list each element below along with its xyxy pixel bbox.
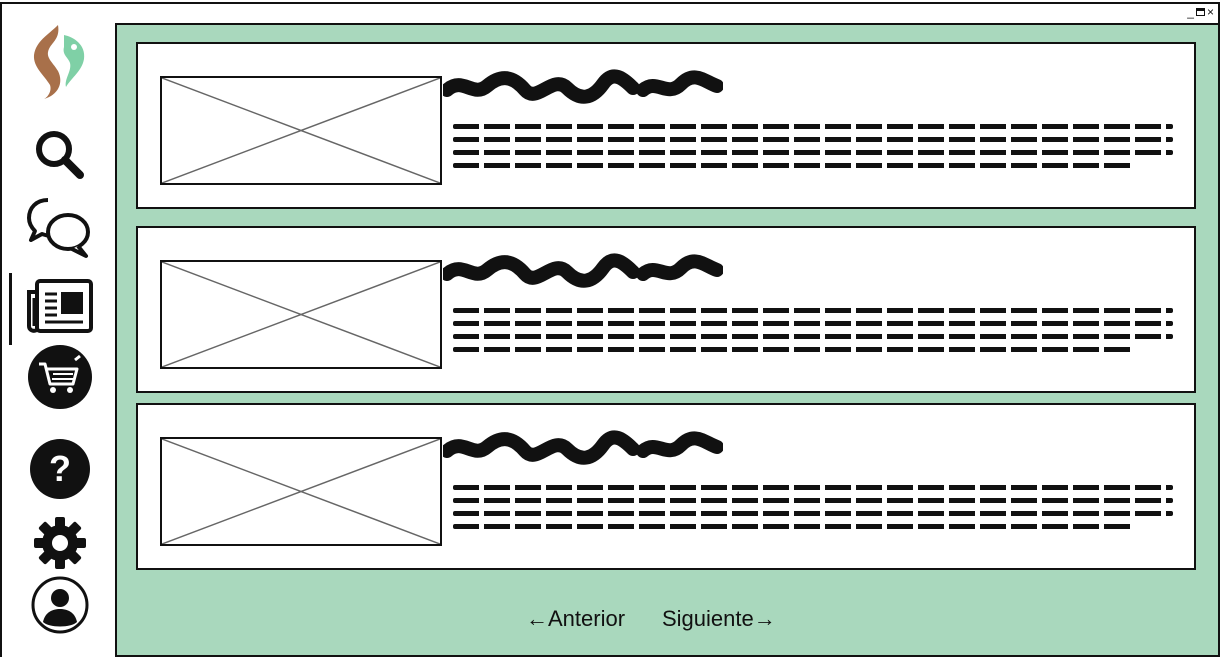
article-text-scribble (453, 485, 1173, 537)
image-placeholder (160, 260, 442, 369)
article-card[interactable] (136, 403, 1196, 570)
chat-icon (27, 198, 90, 258)
logo[interactable] (24, 25, 96, 99)
nav-profile[interactable] (24, 573, 96, 637)
newspaper-icon (27, 279, 93, 333)
gear-icon (34, 517, 86, 569)
nav-settings[interactable] (24, 511, 96, 575)
prev-page-link[interactable]: ←Anterior (526, 606, 626, 631)
nav-chat[interactable] (24, 197, 96, 261)
sidebar: ? (2, 23, 117, 657)
image-placeholder (160, 437, 442, 546)
article-title-scribble (443, 253, 723, 288)
user-icon (31, 576, 89, 634)
help-glyph: ? (49, 448, 71, 489)
article-text-scribble (453, 308, 1173, 360)
cat-bird-logo-icon (33, 25, 85, 99)
minimize-button[interactable]: _ (1187, 5, 1194, 19)
article-card[interactable] (136, 226, 1196, 393)
active-indicator (9, 273, 12, 345)
search-icon (36, 131, 84, 179)
next-page-link[interactable]: Siguiente→ (662, 606, 776, 631)
window-controls: _ × (1187, 5, 1214, 19)
nav-search[interactable] (24, 123, 96, 187)
nav-news[interactable] (24, 275, 96, 339)
nav-help[interactable]: ? (24, 437, 96, 501)
image-placeholder (160, 76, 442, 185)
nav-shop[interactable] (24, 345, 96, 409)
title-bar: _ × (2, 4, 1218, 25)
close-button[interactable]: × (1206, 5, 1214, 19)
article-title-scribble (443, 69, 723, 104)
maximize-button[interactable] (1195, 8, 1205, 16)
article-title-scribble (443, 430, 723, 465)
article-card[interactable] (136, 42, 1196, 209)
article-text-scribble (453, 124, 1173, 176)
help-icon: ? (30, 439, 90, 499)
cart-icon (28, 345, 92, 409)
